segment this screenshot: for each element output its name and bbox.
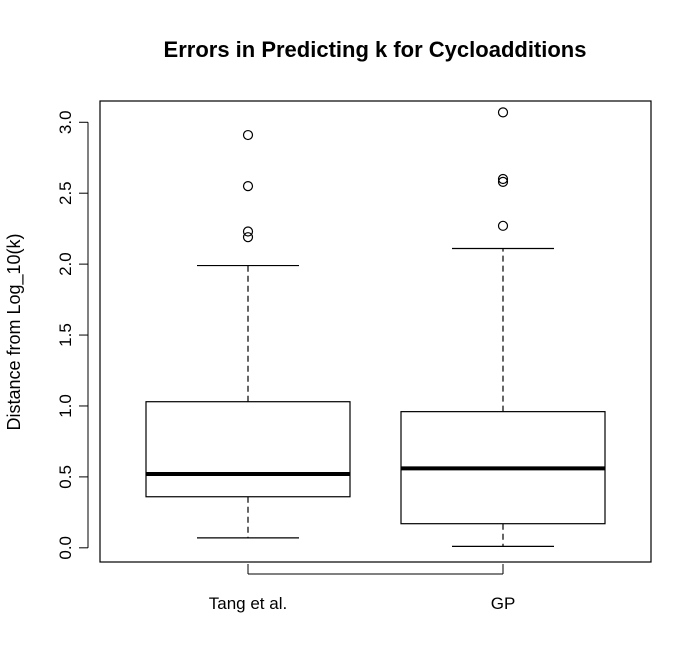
y-tick-label: 0.0 (56, 536, 75, 560)
outlier-point (242, 232, 254, 243)
outlier-point (497, 176, 509, 187)
outlier-point (497, 220, 509, 231)
outlier-point (497, 107, 509, 118)
chart-title: Errors in Predicting k for Cycloaddition… (164, 37, 587, 62)
y-axis: 0.0 0.5 1.0 1.5 2.0 2.5 3.0 (56, 110, 89, 560)
outlier-point (242, 226, 254, 237)
y-tick-label: 3.0 (56, 110, 75, 134)
boxes (145, 107, 606, 547)
outlier-point (242, 129, 254, 141)
box-1 (400, 107, 606, 547)
y-tick-label: 1.0 (56, 394, 75, 418)
y-axis-label: Distance from Log_10(k) (4, 233, 25, 430)
iqr-box (145, 401, 351, 498)
y-tick-label: 2.0 (56, 252, 75, 276)
plot-frame (99, 100, 652, 563)
x-tick-label: GP (491, 594, 516, 613)
y-tick-label: 0.5 (56, 465, 75, 489)
x-tick-label: Tang et al. (209, 594, 287, 613)
y-tick-label: 1.5 (56, 323, 75, 347)
x-axis: Tang et al. GP (209, 564, 516, 613)
box-0 (145, 129, 351, 539)
outlier-point (242, 181, 254, 192)
outlier-point (497, 173, 509, 185)
y-tick-label: 2.5 (56, 181, 75, 205)
